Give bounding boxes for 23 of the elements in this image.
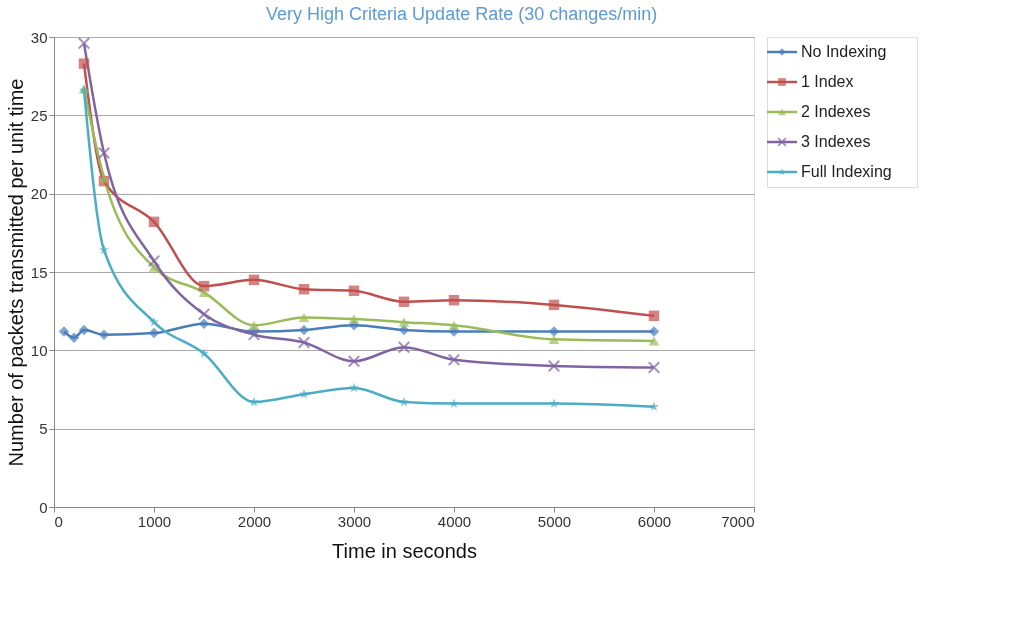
- y-tick-label: 25: [30, 106, 48, 124]
- y-tick-label: 10: [30, 341, 48, 359]
- x-tick-label: 2000: [237, 512, 272, 530]
- legend-label: Full Indexing: [801, 163, 892, 180]
- legend-label: 1 Index: [801, 73, 854, 90]
- x-tick-label: 4000: [437, 512, 472, 530]
- chart-title: Very High Criteria Update Rate (30 changes/min): [266, 3, 658, 24]
- y-tick-label: 15: [30, 263, 48, 281]
- y-tick-label: 30: [30, 28, 48, 46]
- y-tick-label: 0: [39, 498, 48, 516]
- legend-label: No Indexing: [801, 43, 887, 60]
- legend-label: 2 Indexes: [801, 103, 871, 120]
- x-tick-label: 5000: [537, 512, 572, 530]
- x-axis-title: Time in seconds: [332, 539, 477, 562]
- x-tick-label: 3000: [337, 512, 372, 530]
- x-tick-label: 1000: [137, 512, 172, 530]
- x-tick-label: 7000: [721, 512, 755, 530]
- legend-label: 3 Indexes: [801, 133, 871, 150]
- x-tick-label: 6000: [637, 512, 672, 530]
- y-tick-label: 20: [30, 185, 48, 203]
- y-axis-title: Number of packets transmitted per unit time: [4, 78, 27, 467]
- x-tick-label: 0: [54, 512, 63, 530]
- y-tick-label: 5: [39, 420, 48, 438]
